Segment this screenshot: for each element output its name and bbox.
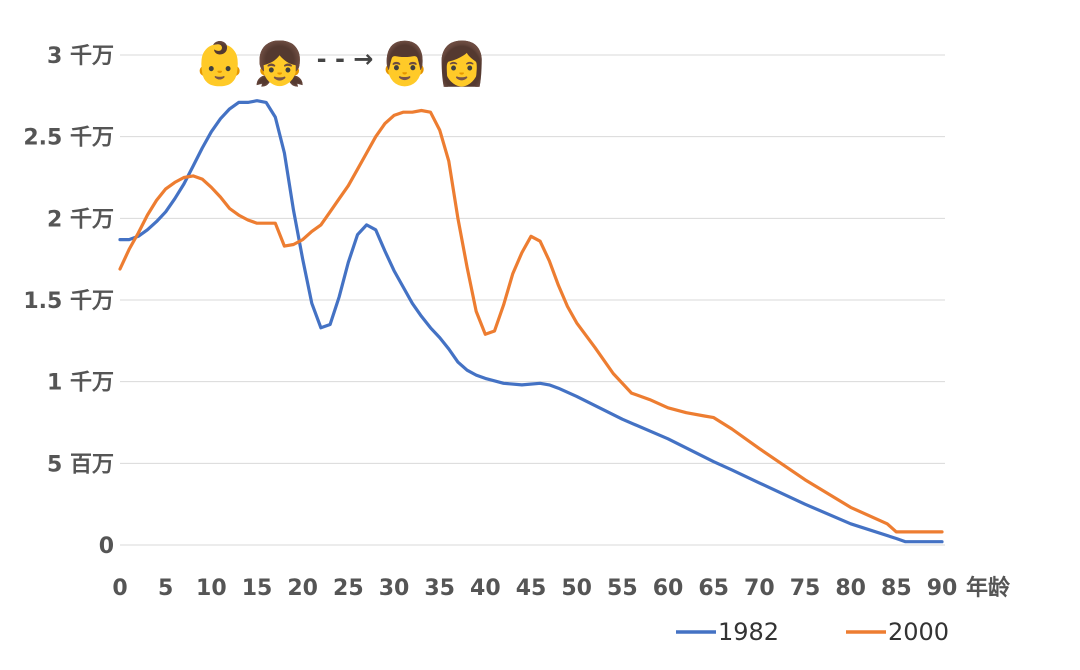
baby-emoji-icon: 👶 (194, 39, 246, 88)
series-line-1982 (118, 99, 944, 544)
series-lines (118, 99, 944, 544)
y-tick-label: 2 千万 (47, 207, 114, 232)
x-tick-label: 50 (561, 576, 592, 601)
x-tick-label: 75 (790, 576, 821, 601)
x-tick-label: 0 (112, 576, 127, 601)
dashed-arrow-icon: - - → (317, 45, 374, 73)
y-tick-label: 5 百万 (47, 452, 114, 477)
legend-label-1982: 1982 (718, 618, 779, 646)
x-tick-label: 90 (927, 576, 958, 601)
y-tick-label: 1.5 千万 (23, 289, 114, 314)
legend-label-2000: 2000 (888, 618, 949, 646)
x-tick-label: 65 (698, 576, 729, 601)
man-emoji-icon: 👨 (379, 39, 431, 88)
x-axis-ticks: 0 5 10 15 20 25 30 35 40 45 50 55 60 65 70 75 80 85 90 (112, 576, 957, 601)
y-tick-label: 3 千万 (47, 44, 114, 69)
girl-emoji-icon: 👧 (254, 39, 306, 88)
series-line-2000 (118, 108, 944, 534)
gridlines (120, 54, 945, 546)
x-tick-label: 35 (424, 576, 455, 601)
x-tick-label: 80 (835, 576, 866, 601)
y-tick-label: 2.5 千万 (23, 126, 114, 151)
x-tick-label: 20 (287, 576, 318, 601)
x-tick-label: 15 (242, 576, 273, 601)
x-tick-label: 85 (881, 576, 912, 601)
x-tick-label: 55 (607, 576, 638, 601)
x-tick-label: 30 (379, 576, 410, 601)
y-axis-ticks: 0 5 百万 1 千万 1.5 千万 2 千万 2.5 千万 3 千万 (23, 44, 114, 559)
x-tick-label: 10 (196, 576, 227, 601)
x-tick-label: 5 (158, 576, 173, 601)
legend: 1982 2000 (676, 618, 949, 646)
emoji-annotation: 👶 👧 - - → 👨 👩 (194, 39, 488, 88)
y-tick-label: 0 (99, 534, 114, 559)
x-tick-label: 45 (516, 576, 547, 601)
y-tick-label: 1 千万 (47, 371, 114, 396)
x-tick-label: 40 (470, 576, 501, 601)
x-tick-label: 60 (653, 576, 684, 601)
woman-emoji-icon: 👩 (436, 39, 488, 88)
x-tick-label: 70 (744, 576, 775, 601)
x-axis-label: 年龄 (966, 575, 1011, 601)
x-tick-label: 25 (333, 576, 364, 601)
